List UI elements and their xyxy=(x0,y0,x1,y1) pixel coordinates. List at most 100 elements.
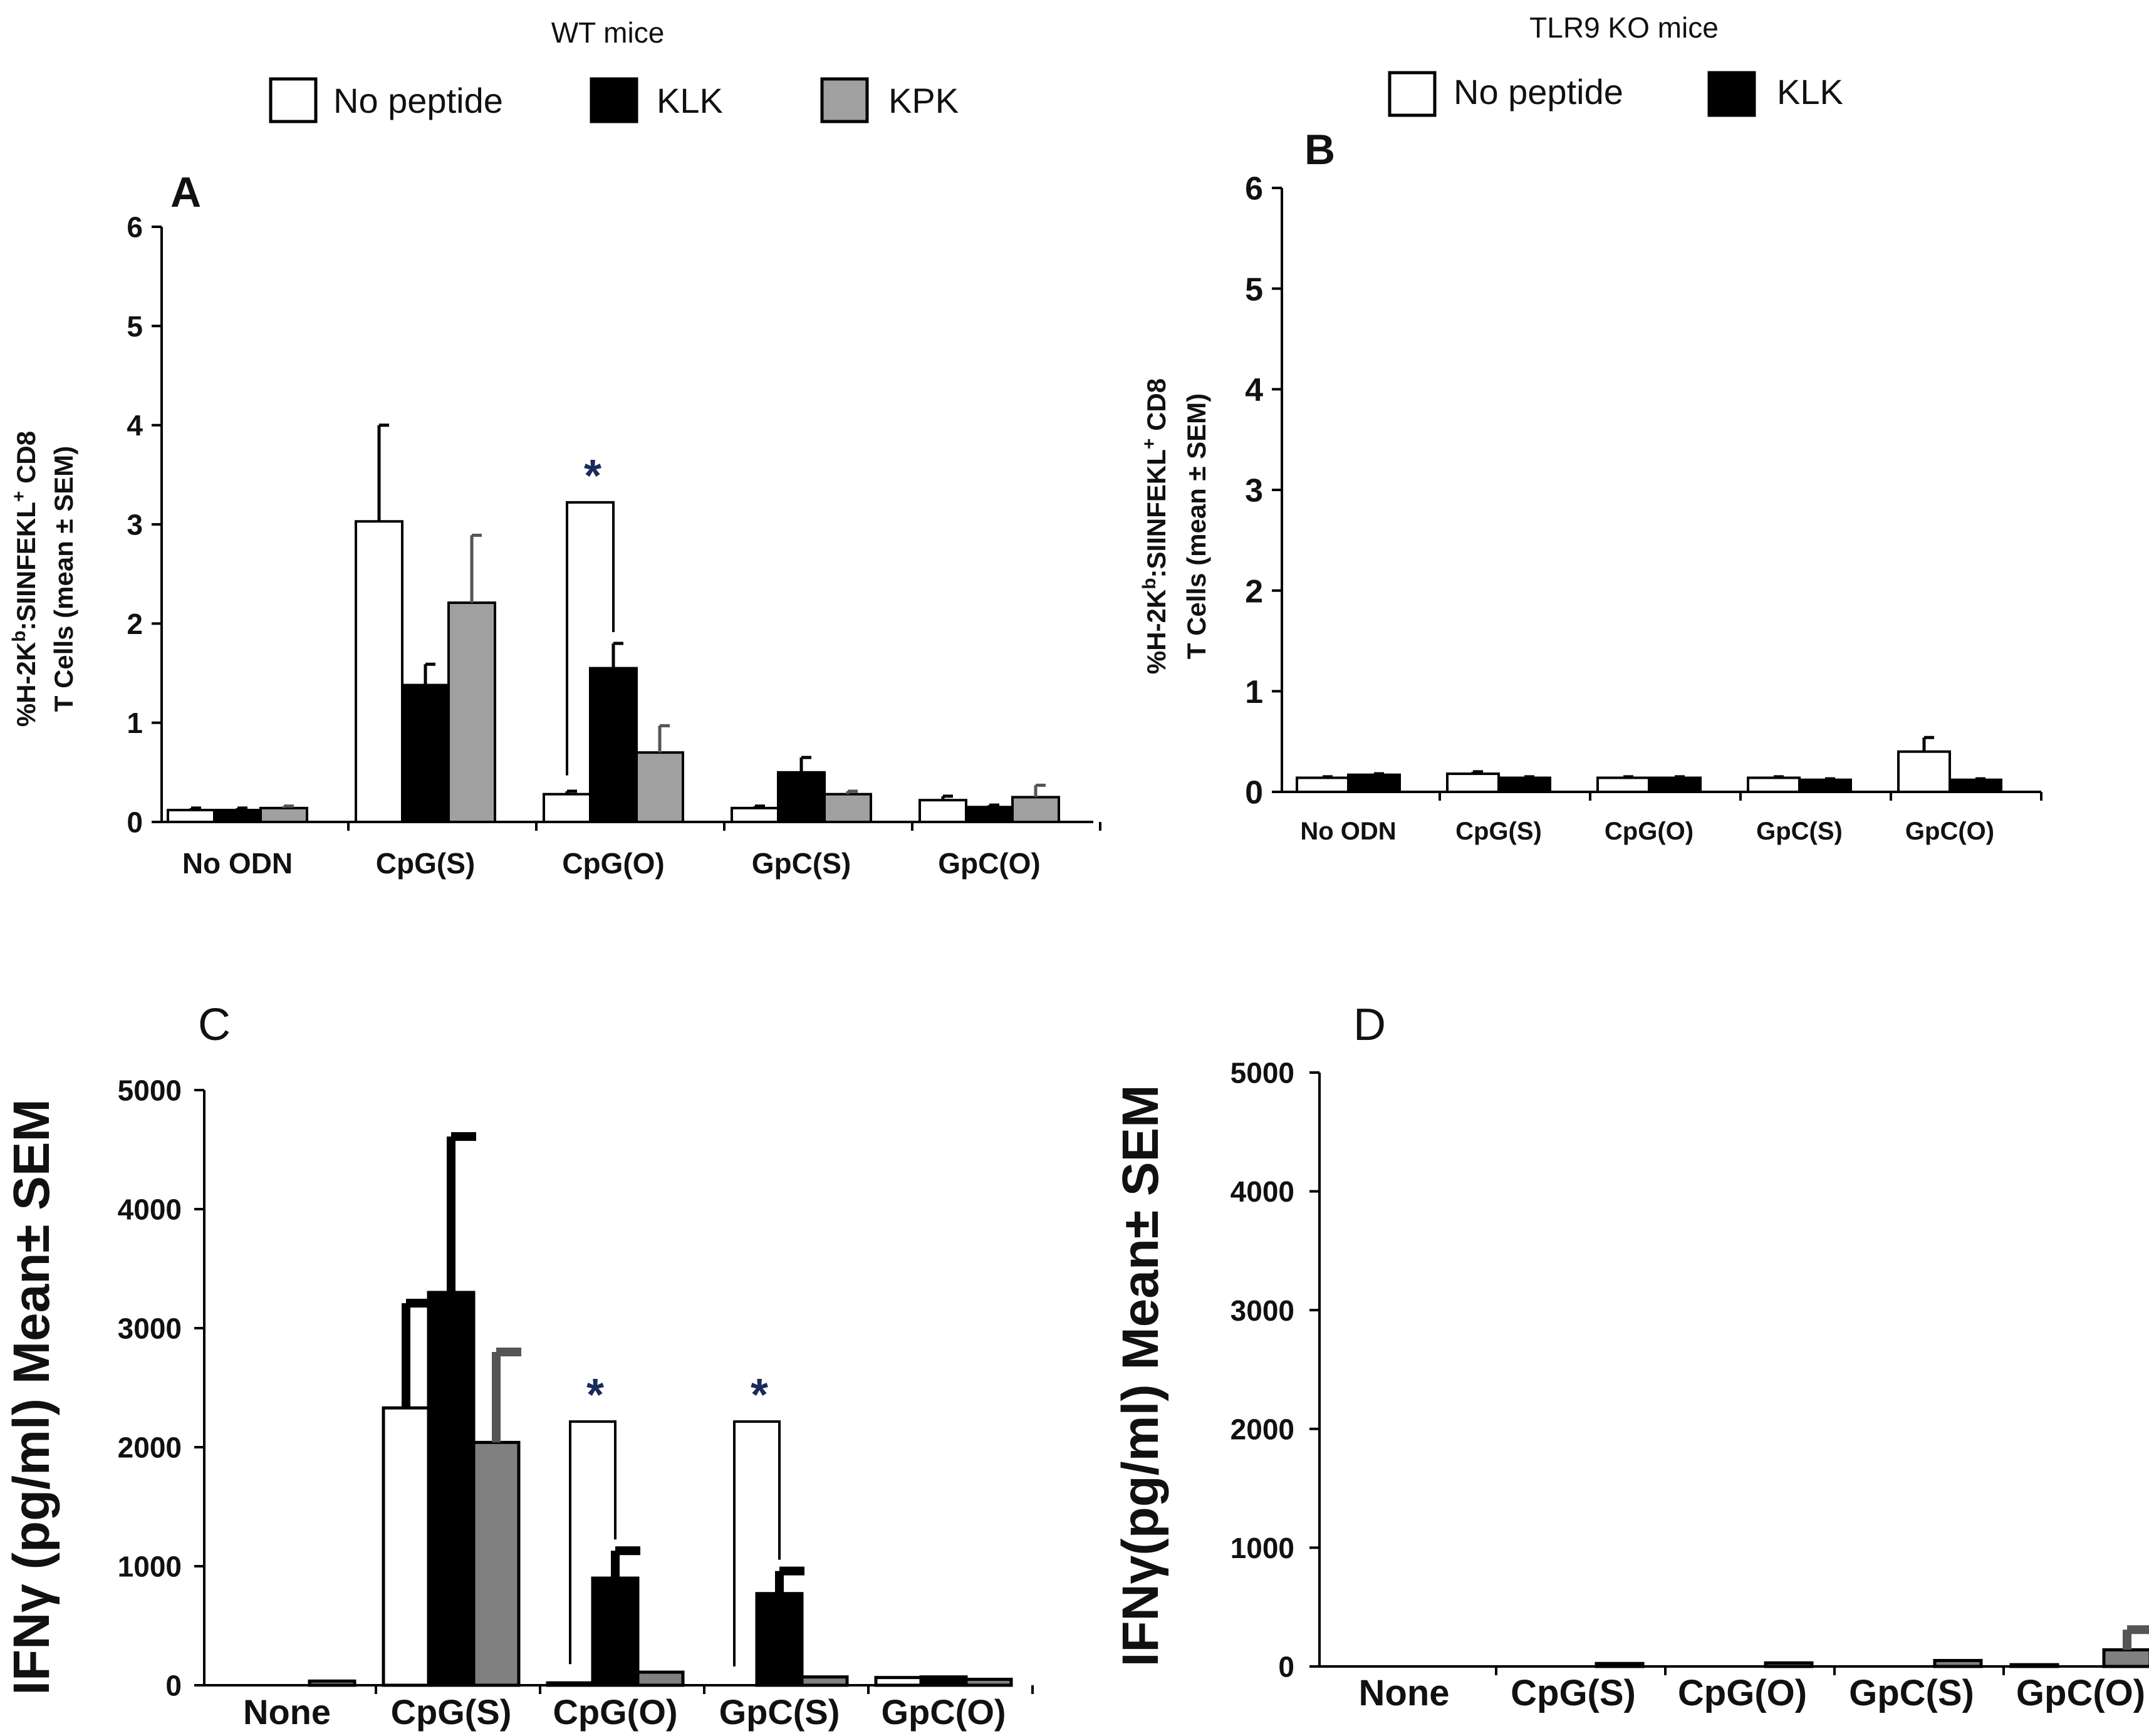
chart-panel-d: 0 1000 2000 3000 4000 5000 None CpG(S) CpG(O) GpC… xyxy=(1231,1057,2149,1713)
y-tick-label: 0 xyxy=(1278,1651,1294,1683)
x-category-label: GpC(O) xyxy=(881,1692,1006,1732)
bar-no-peptide-gpc-s- xyxy=(1747,776,1801,794)
y-tick-label: 2000 xyxy=(118,1432,182,1464)
y-tick-label: 1 xyxy=(127,707,143,739)
x-category-label: CpG(O) xyxy=(562,847,665,880)
legend-label-no-peptide-ko: No peptide xyxy=(1454,72,1623,112)
x-category-label: CpG(O) xyxy=(553,1692,677,1732)
y-tick-label: 4000 xyxy=(1231,1175,1294,1208)
bar-klk-gpc-s- xyxy=(777,771,826,824)
y-tick-label: 2000 xyxy=(1231,1413,1294,1445)
bar-no-peptide-cpg-s- xyxy=(1446,772,1500,793)
x-category-label: No ODN xyxy=(1300,818,1396,845)
x-category-label: CpG(O) xyxy=(1605,818,1694,845)
y-tick-label: 3 xyxy=(127,509,143,541)
bar-kpk-gpc-s- xyxy=(823,793,872,823)
y-tick-label: 1 xyxy=(1245,674,1263,710)
bar-no-peptide-no-odn xyxy=(167,809,216,823)
x-category-label: GpC(S) xyxy=(1756,818,1843,845)
bar-klk-no-odn xyxy=(213,809,262,823)
ylabel-c: IFNγ (pg/ml) Mean± SEM xyxy=(3,1099,60,1695)
legend-tlr9: TLR9 KO mice No peptide KLK xyxy=(1388,11,1843,117)
x-category-label: CpG(S) xyxy=(376,847,475,880)
x-category-label: CpG(S) xyxy=(391,1692,512,1732)
panel-letter-d: D xyxy=(1353,1000,1386,1050)
y-tick-label: 0 xyxy=(165,1670,182,1702)
ylabel-b-group: %H-2Kb:SIINFEKL+ CD8 T Cells (mean ± SEM… xyxy=(1139,378,1212,674)
x-category-label: CpG(S) xyxy=(1455,818,1542,845)
legend-swatch-no-peptide-wt xyxy=(269,77,318,123)
bar-klk-cpg-s- xyxy=(1497,776,1551,794)
significance-star: * xyxy=(584,451,601,501)
significance-star: * xyxy=(751,1370,768,1420)
chart-panel-c: 0 1000 2000 3000 4000 5000 None CpG(S) CpG(O) * Gp… xyxy=(118,1074,1034,1732)
bar-kpk-gpc-o- xyxy=(964,1678,1013,1687)
bar-klk-gpc-o- xyxy=(965,806,1014,823)
ylabel-a: %H-2Kb:SIINFEKL+ CD8 xyxy=(9,431,41,727)
legend-swatch-no-peptide-ko xyxy=(1388,71,1437,117)
bar-klk-cpg-s- xyxy=(427,1291,476,1687)
bar-klk-cpg-s- xyxy=(401,683,450,823)
bar-kpk-gpc-s- xyxy=(800,1675,849,1687)
bar-no-peptide-gpc-o- xyxy=(918,799,967,823)
bar-kpk-none xyxy=(308,1679,356,1687)
legend-wt-title: WT mice xyxy=(551,16,665,49)
bar-no-peptide-cpg-s- xyxy=(355,520,403,823)
significance-bracket xyxy=(566,501,615,776)
y-tick-label: 1000 xyxy=(1231,1532,1294,1564)
bar-klk-gpc-o- xyxy=(919,1675,968,1687)
bar-kpk-gpc-o- xyxy=(2102,1648,2149,1668)
x-category-label: No ODN xyxy=(182,847,293,880)
bar-klk-gpc-s- xyxy=(1798,778,1852,793)
bar-no-peptide-no-odn xyxy=(1296,776,1350,794)
y-tick-label: 0 xyxy=(127,806,143,839)
y-tick-label: 2 xyxy=(127,608,143,640)
panel-letter-c: C xyxy=(198,1000,231,1050)
bar-kpk-gpc-o- xyxy=(1011,796,1060,823)
bar-no-peptide-cpg-o- xyxy=(546,1681,595,1687)
y-tick-label: 3000 xyxy=(1231,1294,1294,1327)
bar-no-peptide-gpc-o- xyxy=(2009,1663,2059,1668)
bar-kpk-cpg-s- xyxy=(447,601,496,823)
ylabel-b-line2: T Cells (mean ± SEM) xyxy=(1182,393,1211,659)
bar-no-peptide-cpg-o- xyxy=(543,793,591,823)
legend-label-klk-wt: KLK xyxy=(657,81,723,120)
bar-no-peptide-cpg-o- xyxy=(1596,776,1650,794)
x-category-label: CpG(O) xyxy=(1678,1673,1807,1713)
y-tick-label: 4 xyxy=(1245,372,1263,408)
significance-bracket xyxy=(569,1420,617,1665)
bar-kpk-cpg-s- xyxy=(472,1440,521,1687)
legend-swatch-klk-ko xyxy=(1707,71,1756,117)
bar-klk-cpg-o- xyxy=(591,1576,640,1687)
ylabel-d: IFNγ(pg/ml) Mean± SEM xyxy=(1112,1085,1169,1667)
bar-kpk-cpg-o- xyxy=(635,751,684,823)
x-category-label: GpC(O) xyxy=(2016,1673,2145,1713)
bar-klk-gpc-s- xyxy=(755,1592,804,1687)
y-tick-label: 5 xyxy=(127,310,143,343)
bar-klk-no-odn xyxy=(1347,773,1401,793)
y-tick-label: 5000 xyxy=(118,1074,182,1107)
chart-panel-a: 0 1 2 3 4 5 6 No ODN CpG(S) CpG(O) * GpC(S) GpC(O) xyxy=(127,211,1101,880)
y-tick-label: 4000 xyxy=(118,1193,182,1226)
ylabel-b: %H-2Kb:SIINFEKL+ CD8 xyxy=(1139,378,1172,674)
panel-letter-a: A xyxy=(170,169,201,216)
y-tick-label: 4 xyxy=(127,409,143,442)
bar-no-peptide-cpg-s- xyxy=(382,1406,430,1687)
x-category-label: None xyxy=(243,1692,331,1732)
legend-label-kpk-wt: KPK xyxy=(888,81,959,120)
ylabel-a-line2: T Cells (mean ± SEM) xyxy=(49,446,78,712)
legend-tlr9-title: TLR9 KO mice xyxy=(1529,11,1719,44)
bar-no-peptide-gpc-s- xyxy=(731,806,779,824)
significance-bracket xyxy=(733,1420,781,1666)
bar-kpk-gpc-s- xyxy=(1933,1659,1983,1668)
bar-no-peptide-gpc-o- xyxy=(1897,750,1951,793)
legend-label-no-peptide-wt: No peptide xyxy=(333,81,503,120)
y-tick-label: 5000 xyxy=(1231,1057,1294,1089)
bar-no-peptide-gpc-o- xyxy=(874,1676,923,1687)
legend-wt: WT mice No peptide KLK KPK xyxy=(269,16,959,123)
ylabel-a-group: %H-2Kb:SIINFEKL+ CD8 T Cells (mean ± SEM… xyxy=(9,431,79,727)
significance-star: * xyxy=(586,1370,604,1420)
y-tick-label: 2 xyxy=(1245,573,1263,610)
x-category-label: GpC(O) xyxy=(938,847,1041,880)
